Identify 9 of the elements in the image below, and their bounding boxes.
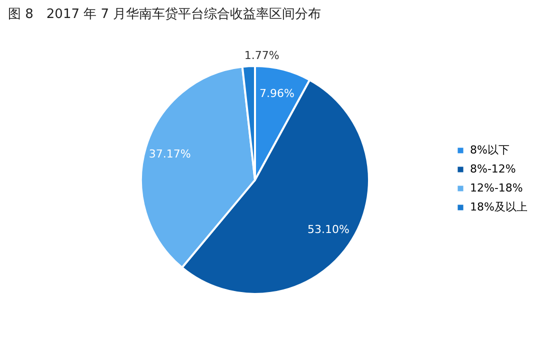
data-label: 37.17% xyxy=(148,147,191,160)
data-label: 1.77% xyxy=(244,49,280,62)
legend-label: 8%以下 xyxy=(470,144,510,156)
data-label: 53.10% xyxy=(308,223,350,236)
legend-label: 18%及以上 xyxy=(470,200,528,214)
legend-label: 12%-18% xyxy=(470,182,523,194)
data-label: 7.96% xyxy=(260,86,294,100)
chart-title: 图 8 2017 年 7 月华南车贷平台综合收益率区间分布 xyxy=(8,6,322,22)
legend-label: 8%-12% xyxy=(470,162,516,176)
